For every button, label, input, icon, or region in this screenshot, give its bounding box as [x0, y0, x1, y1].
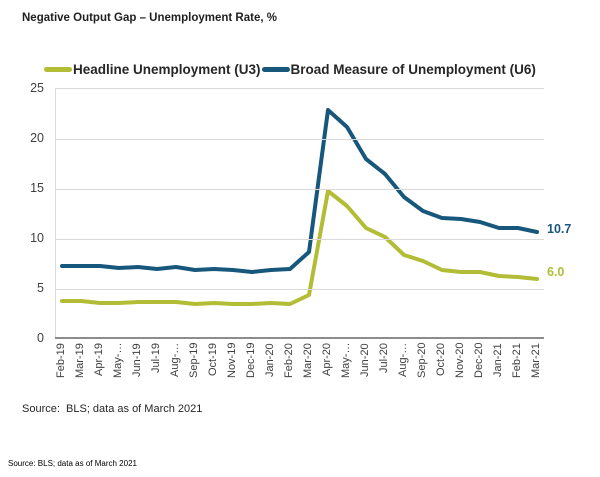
x-axis-tick-label: Sep-19	[188, 343, 200, 379]
x-axis-tick-label: Jul-19	[150, 343, 162, 373]
gridline-y-5	[56, 289, 544, 290]
series-line-u3	[60, 189, 539, 306]
y-axis-tick-label: 20	[30, 131, 44, 145]
chart-title: Negative Output Gap – Unemployment Rate,…	[22, 12, 277, 24]
gridline-y-15	[56, 189, 544, 190]
x-axis-tick-label: Dec-19	[245, 343, 257, 379]
x-axis-tick-label: Aug-…	[169, 343, 181, 378]
u6-end-value-label: 10.7	[547, 222, 572, 236]
x-axis-tick-label: Feb-19	[55, 343, 67, 378]
x-axis-tick-label: Apr-19	[93, 343, 105, 377]
x-axis-tick-label: Jan-20	[264, 343, 276, 377]
x-axis-tick-label: Nov-20	[454, 343, 466, 379]
series-line-u6	[60, 108, 539, 274]
chart-legend: Headline Unemployment (U3) Broad Measure…	[44, 62, 537, 77]
x-axis-tick-label: Jun-20	[359, 343, 371, 377]
legend-label-u6: Broad Measure of Unemployment (U6)	[290, 62, 536, 77]
x-axis-line	[55, 337, 544, 339]
x-axis-tick-label: Feb-20	[283, 343, 295, 378]
x-axis-tick-label: Apr-20	[321, 343, 333, 377]
y-axis-tick-label: 10	[30, 231, 44, 245]
line-series-canvas	[60, 108, 539, 306]
x-axis-tick-label: May-…	[112, 343, 124, 379]
x-axis-tick-label: Mar-19	[74, 343, 86, 378]
x-axis-tick-label: May-…	[340, 343, 352, 379]
plot-area	[55, 88, 544, 339]
gridline-y-20	[56, 139, 544, 140]
x-axis-tick-label: Dec-20	[473, 343, 485, 379]
y-axis-tick-label: 25	[30, 81, 44, 95]
y-axis-tick-label: 5	[37, 281, 44, 295]
footer-source-note: Source: BLS; data as of March 2021	[8, 459, 137, 468]
x-axis-tick-label: Nov-19	[226, 343, 238, 379]
legend-label-u3: Headline Unemployment (U3)	[73, 62, 261, 77]
u3-line-swatch-icon	[44, 67, 72, 72]
x-axis-tick-label: Oct-19	[207, 343, 219, 377]
x-axis-tick-label: Mar-20	[302, 343, 314, 378]
x-axis-tick-label: Aug-…	[397, 343, 409, 378]
u3-end-value-label: 6.0	[547, 265, 565, 279]
x-axis-tick-label: Feb-21	[511, 343, 523, 378]
source-note: Source: BLS; data as of March 2021	[22, 403, 203, 415]
y-axis-tick-label: 0	[37, 331, 44, 345]
x-axis-tick-label: Mar-21	[530, 343, 542, 378]
x-axis-tick-label: Jan-21	[492, 343, 504, 377]
x-axis-tick-label: Oct-20	[435, 343, 447, 377]
x-axis-tick-label: Jun-19	[131, 343, 143, 377]
y-axis-tick-label: 15	[30, 181, 44, 195]
gridline-y-10	[56, 239, 544, 240]
x-axis-tick-label: Sep-20	[416, 343, 428, 379]
u6-line-swatch-icon	[261, 67, 290, 72]
x-axis-tick-label: Jul-20	[378, 343, 390, 373]
